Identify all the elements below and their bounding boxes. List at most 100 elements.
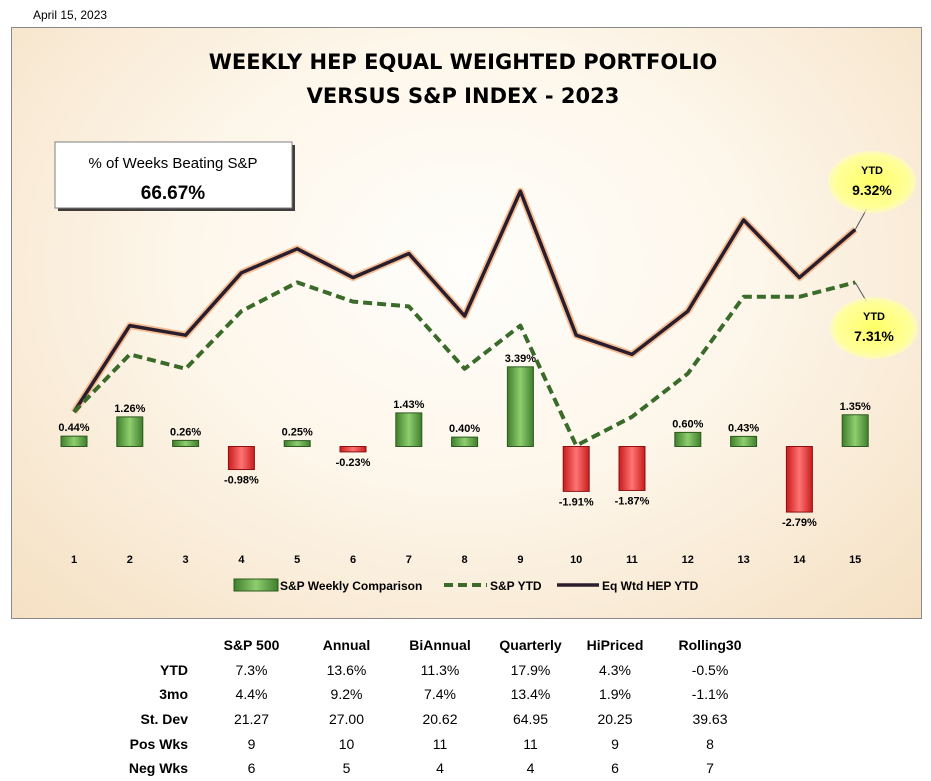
stats-cell: 13.4%: [510, 686, 551, 703]
stats-column-header: BiAnnual: [409, 637, 471, 654]
stats-cell: 7.4%: [424, 686, 456, 703]
stats-row: Neg Wks 6 5 4 4 6 7: [118, 756, 765, 781]
ytd-annotation: YTD 9.32%: [828, 151, 916, 230]
weekly-bar: [395, 412, 423, 447]
stats-column-header: Rolling30: [678, 637, 742, 654]
annotation-glow: [828, 151, 916, 213]
stats-cell: 20.62: [422, 711, 458, 728]
weekly-bar: [451, 436, 479, 448]
hep-ytd-line: [72, 189, 857, 413]
weekly-bar: [339, 446, 367, 453]
x-tick-label: 14: [793, 554, 806, 566]
bar-value-label: 0.25%: [282, 427, 313, 439]
annotation-value: 7.31%: [854, 328, 894, 344]
bar-value-label: 0.44%: [58, 422, 89, 434]
x-tick-label: 12: [682, 554, 694, 566]
bar-value-label: 0.43%: [728, 422, 759, 434]
stats-row-label: St. Dev: [140, 711, 188, 728]
stats-corner-cell: [118, 633, 204, 658]
annotation-value: 9.32%: [852, 182, 892, 198]
chart-title-line2: VERSUS S&P INDEX - 2023: [307, 84, 620, 108]
weekly-bar: [506, 366, 534, 447]
stats-cell: 11: [523, 735, 538, 752]
x-tick-label: 15: [849, 554, 861, 566]
callout-value: 66.67%: [141, 183, 206, 204]
stats-table: S&P 500 Annual BiAnnual Quarterly HiPriced Ro…: [118, 633, 765, 781]
stats-cell: 6: [247, 760, 256, 777]
stats-cell: 4: [436, 760, 444, 777]
legend-sp-label: S&P YTD: [490, 579, 542, 593]
annotation-label: YTD: [863, 311, 885, 323]
stats-row: 3mo 4.4% 9.2% 7.4% 13.4% 1.9% -1.1%: [118, 682, 765, 707]
annotation-glow: [830, 297, 918, 359]
x-tick-label: 13: [737, 554, 749, 566]
weekly-bar: [618, 446, 646, 491]
weekly-bar: [562, 446, 590, 492]
stats-cell: 39.63: [692, 711, 728, 728]
weekly-bar: [172, 439, 200, 448]
weekly-bar: [60, 435, 88, 448]
stats-cell: 13.6%: [326, 661, 367, 678]
stats-cell: -0.5%: [691, 661, 729, 678]
bar-value-label: -0.98%: [224, 475, 259, 487]
bar-value-label: -0.23%: [336, 457, 371, 469]
weekly-bar: [283, 440, 311, 447]
x-tick-label: 9: [517, 554, 523, 566]
stats-cell: 10: [338, 735, 355, 752]
x-tick-label: 11: [626, 554, 638, 566]
chart-legend: S&P Weekly Comparison S&P YTD Eq Wtd HEP Y…: [233, 578, 699, 593]
stats-column-header: Quarterly: [499, 637, 562, 654]
x-tick-label: 2: [127, 554, 133, 566]
stats-cell: 8: [706, 735, 714, 752]
weekly-bar: [785, 446, 813, 513]
weekly-bar: [730, 435, 758, 447]
bar-value-label: -1.87%: [615, 495, 650, 507]
bar-value-label: 0.60%: [672, 418, 703, 430]
stats-column-header: Annual: [322, 637, 371, 654]
beat-sp-callout: % of Weeks Beating S&P 66.67%: [54, 141, 295, 211]
bar-value-label: -1.91%: [559, 496, 594, 508]
stats-cell: 21.27: [233, 711, 270, 728]
bar-value-label: -2.79%: [782, 517, 817, 529]
stats-column-header: S&P 500: [223, 637, 280, 654]
x-tick-label: 7: [406, 554, 412, 566]
bar-value-label: 1.26%: [114, 403, 145, 415]
callout-label: % of Weeks Beating S&P: [89, 155, 258, 172]
bar-value-label: 1.35%: [840, 401, 871, 413]
stats-row-label: Pos Wks: [129, 735, 188, 752]
stats-cell: -1.1%: [691, 686, 729, 703]
stats-cell: 9: [611, 735, 619, 752]
report-date: April 15, 2023: [33, 8, 108, 22]
bar-value-label: 1.43%: [393, 399, 424, 411]
stats-row: Pos Wks 9 10 11 11 9 8: [118, 731, 765, 756]
stats-row: St. Dev 21.27 27.00 20.62 64.95 20.25 39.63: [118, 707, 765, 732]
weekly-bar: [227, 446, 255, 471]
stats-cell: 1.9%: [599, 686, 631, 703]
stats-body: YTD 7.3% 13.6% 11.3% 17.9% 4.3% -0.5% 3mo 4.4% 9.…: [118, 658, 765, 781]
stats-cell: 7: [706, 760, 714, 777]
x-tick-label: 4: [238, 554, 245, 566]
stats-cell: 6: [611, 760, 619, 777]
sp-ytd-line: [72, 280, 856, 448]
stats-cell: 4.3%: [599, 661, 631, 678]
bar-value-label: 0.26%: [170, 426, 201, 438]
stats-cell: 4: [526, 760, 535, 777]
chart-area: WEEKLY HEP EQUAL WEIGHTED PORTFOLIO VERSU…: [11, 27, 922, 619]
stats-row-label: Neg Wks: [128, 760, 188, 777]
bar-value-label: 0.40%: [449, 423, 480, 435]
x-tick-label: 10: [570, 554, 582, 566]
chart-title-line1: WEEKLY HEP EQUAL WEIGHTED PORTFOLIO: [209, 50, 718, 74]
stats-cell: 64.95: [512, 711, 549, 728]
callout-box: [54, 141, 293, 209]
chart-svg: WEEKLY HEP EQUAL WEIGHTED PORTFOLIO VERSU…: [54, 50, 918, 593]
weekly-bar: [116, 416, 144, 448]
stats-row-label: YTD: [160, 661, 188, 678]
stats-row: YTD 7.3% 13.6% 11.3% 17.9% 4.3% -0.5%: [118, 658, 765, 683]
stats-cell: 27.00: [328, 711, 365, 728]
x-tick-label: 3: [183, 554, 189, 566]
stats-cell: 17.9%: [510, 661, 551, 678]
x-tick-label: 6: [350, 554, 356, 566]
stats-cell: 9.2%: [330, 686, 363, 703]
weekly-bar: [674, 431, 702, 447]
stats-cell: 5: [342, 760, 351, 777]
